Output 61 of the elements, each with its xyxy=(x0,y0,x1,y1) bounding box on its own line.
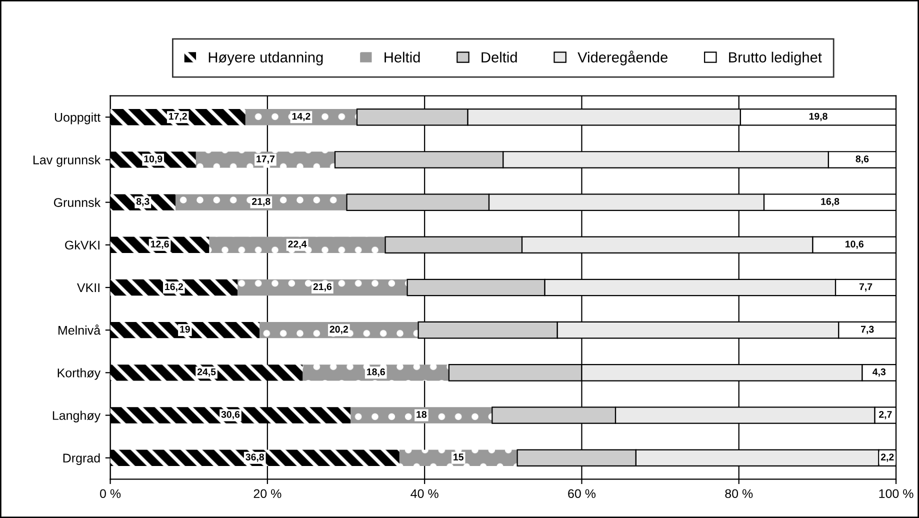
data-label: 10,6 xyxy=(846,240,864,249)
y-tick-label: Uoppgitt xyxy=(54,112,100,124)
bar xyxy=(350,407,492,424)
y-tick-label: GkVKI xyxy=(65,240,100,250)
data-label: 21,8 xyxy=(252,198,270,206)
data-label: 7,3 xyxy=(861,326,874,334)
y-tick-label: VKII xyxy=(76,283,100,292)
y-tick-label: Drgrad xyxy=(63,453,100,465)
data-label: 15 xyxy=(454,454,464,460)
data-label: 8,3 xyxy=(136,198,150,206)
x-tick-label: 80 % xyxy=(725,489,753,498)
y-tick-label: Grunnsk xyxy=(54,198,101,207)
bar xyxy=(110,322,260,338)
data-label: 19,8 xyxy=(809,112,828,122)
x-tick-label: 60 % xyxy=(568,489,596,498)
data-label: 21,6 xyxy=(313,283,332,292)
bar xyxy=(238,279,408,296)
y-tick-label: Korthøy xyxy=(58,368,101,380)
data-label: 14,2 xyxy=(292,112,310,122)
legend-label: Brutto ledighet xyxy=(729,52,822,66)
data-label: 18,6 xyxy=(367,368,385,377)
legend-label: Heltid xyxy=(384,52,420,62)
x-tick-label: 0 % xyxy=(100,489,121,498)
bar xyxy=(196,152,336,168)
x-tick-label: 40 % xyxy=(410,489,438,498)
data-label: 18 xyxy=(416,410,427,418)
data-label: 12,6 xyxy=(150,240,169,249)
data-label: 4,3 xyxy=(872,368,886,377)
x-tick-label: 20 % xyxy=(254,489,282,498)
bar xyxy=(110,279,238,296)
legend-label: Videregående xyxy=(578,50,668,66)
data-label: 24,5 xyxy=(197,368,216,377)
data-label: 2,7 xyxy=(879,410,892,420)
y-tick-label: Melnivå xyxy=(58,324,101,335)
legend-label: Høyere utdanning xyxy=(208,52,323,66)
bar xyxy=(302,364,449,381)
bar xyxy=(399,450,518,466)
data-label: 20,2 xyxy=(330,326,348,334)
data-label: 16,8 xyxy=(821,198,840,206)
bar xyxy=(110,407,351,424)
bar xyxy=(175,194,347,210)
y-tick-label: Lav grunnsk xyxy=(33,155,101,167)
legend-label: Deltid xyxy=(482,52,517,62)
data-label: 17,7 xyxy=(256,156,274,164)
data-label: 7,7 xyxy=(859,283,872,292)
data-label: 2,2 xyxy=(880,454,894,462)
y-tick-label: Langhøy xyxy=(52,410,101,422)
bar xyxy=(209,236,386,253)
data-label: 19 xyxy=(180,326,190,333)
bar xyxy=(260,322,418,338)
bar xyxy=(110,450,400,466)
bar xyxy=(110,364,303,381)
data-label: 30,6 xyxy=(221,410,240,420)
data-label: 22,4 xyxy=(288,240,307,249)
data-label: 8,6 xyxy=(856,155,869,164)
data-label: 10,9 xyxy=(144,155,162,164)
bar xyxy=(110,109,246,126)
data-label: 17,2 xyxy=(169,112,187,122)
data-label: 16,2 xyxy=(165,283,183,292)
data-label: 36,8 xyxy=(246,454,264,462)
x-tick-label: 100 % xyxy=(879,489,914,498)
